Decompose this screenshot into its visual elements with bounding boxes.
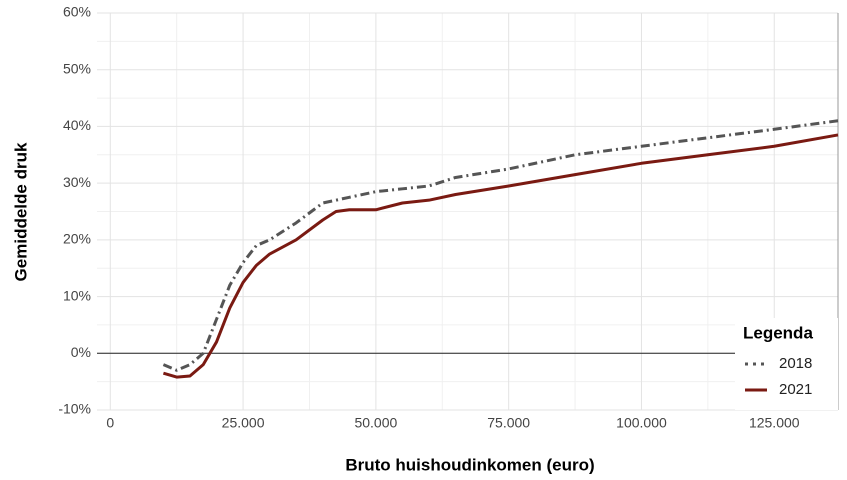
x-tick-label: 25.000 <box>222 415 265 431</box>
y-tick-label: 50% <box>63 60 91 76</box>
y-tick-label: 40% <box>63 117 91 133</box>
x-tick-label: 0 <box>106 415 114 431</box>
y-axis-label: Gemiddelde druk <box>11 142 30 281</box>
y-tick-label: 60% <box>63 4 91 20</box>
x-tick-label: 75.000 <box>487 415 530 431</box>
x-axis-label: Bruto huishoudinkomen (euro) <box>345 455 594 474</box>
x-tick-label: 125.000 <box>749 415 800 431</box>
y-tick-label: 30% <box>63 174 91 190</box>
legend-box <box>735 318 838 410</box>
legend-label: 2021 <box>779 381 812 398</box>
legend-title: Legenda <box>743 323 813 342</box>
y-tick-label: 20% <box>63 231 91 247</box>
x-tick-label: 100.000 <box>616 415 667 431</box>
x-tick-label: 50.000 <box>354 415 397 431</box>
line-series <box>162 119 839 372</box>
line-series <box>162 133 839 379</box>
y-tick-label: 10% <box>63 287 91 303</box>
legend-label: 2018 <box>779 355 812 372</box>
y-tick-label: -10% <box>58 401 91 417</box>
y-tick-label: 0% <box>71 344 91 360</box>
